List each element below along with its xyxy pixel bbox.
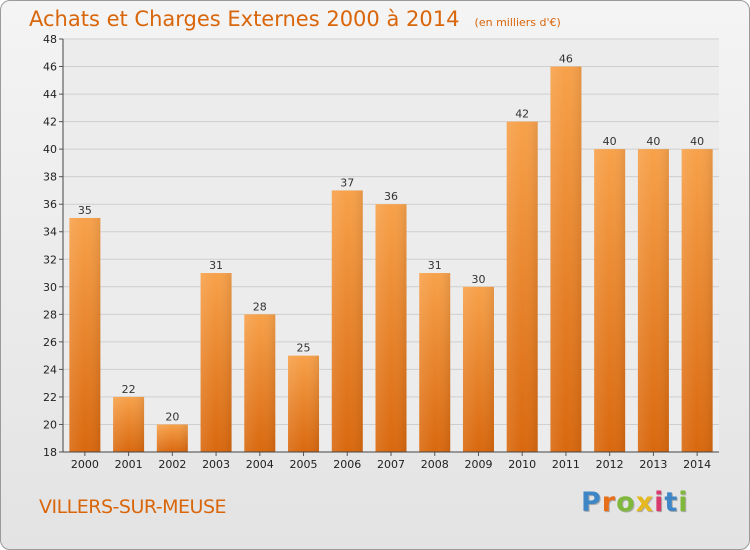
y-tick-label: 24 [43,363,57,376]
bar-value-label: 28 [253,300,267,313]
y-tick-label: 48 [43,33,57,46]
bars [69,66,713,453]
y-tick-label: 28 [43,308,57,321]
bar-value-label: 37 [340,176,354,189]
y-tick-label: 42 [43,116,57,129]
y-tick-label: 36 [43,198,57,211]
logo-letter: o [616,487,636,518]
bar-shine [69,217,101,452]
y-tick-label: 20 [43,418,57,431]
y-tick-label: 46 [43,61,57,74]
bar-shine [637,149,669,452]
bar-shine [375,204,407,452]
x-tick-label: 2014 [683,458,711,471]
labels: 18 20 22 24 26 28 30 32 34 36 38 40 42 44 46 48 35 2000 22… [43,33,711,471]
bar-value-label: 31 [428,259,442,272]
y-tick-label: 40 [43,143,57,156]
x-tick-label: 2007 [377,458,405,471]
x-tick-label: 2005 [290,458,318,471]
bar-shine [594,149,626,452]
logo-letter: x [635,487,655,518]
x-tick-label: 2008 [421,458,449,471]
bar-value-label: 20 [165,410,179,423]
x-tick-label: 2003 [202,458,230,471]
bar-value-label: 35 [78,204,92,217]
bar-shine [156,424,188,452]
bar-value-label: 46 [559,53,573,66]
x-tick-label: 2000 [71,458,99,471]
bar-shine [462,286,494,452]
logo-letter: i [654,487,665,518]
logo-letter: r [601,487,617,518]
y-tick-label: 22 [43,391,57,404]
y-tick-label: 18 [43,446,57,459]
y-tick-label: 44 [43,88,57,101]
chart-title: Achats et Charges Externes 2000 à 2014 [29,7,460,31]
axes [59,38,719,456]
y-tick-label: 34 [43,226,57,239]
x-tick-label: 2009 [464,458,492,471]
logo-letter: P [581,487,602,518]
bar-shine [200,273,232,452]
bar-shine [288,355,320,452]
logo-letter: i [678,487,689,518]
logo-letter: t [664,487,679,518]
bar-value-label: 40 [690,135,704,148]
x-tick-label: 2004 [246,458,274,471]
bar-shine [681,149,713,452]
bar-value-label: 31 [209,259,223,272]
proxiti-logo: Proxiti [581,487,689,518]
x-tick-label: 2011 [552,458,580,471]
bar-shine [506,121,538,452]
x-tick-label: 2001 [115,458,143,471]
x-tick-label: 2012 [596,458,624,471]
bar-value-label: 40 [603,135,617,148]
x-tick-label: 2010 [508,458,536,471]
title-line: Achats et Charges Externes 2000 à 2014 (… [29,7,561,31]
bar-value-label: 36 [384,190,398,203]
x-tick-label: 2002 [158,458,186,471]
bar-shine [113,396,145,452]
x-tick-label: 2006 [333,458,361,471]
bar-value-label: 40 [646,135,660,148]
y-tick-label: 32 [43,253,57,266]
y-tick-label: 30 [43,281,57,294]
bar-shine [244,314,276,452]
commune-name: VILLERS-SUR-MEUSE [39,496,227,518]
bar-shine [331,190,363,452]
bar-shine [419,273,451,452]
chart-subtitle: (en milliers d'€) [474,16,561,29]
bar-shine [550,66,582,453]
y-tick-label: 38 [43,171,57,184]
x-tick-label: 2013 [639,458,667,471]
bar-value-label: 25 [297,342,311,355]
bar-value-label: 30 [471,273,485,286]
bar-value-label: 42 [515,108,529,121]
y-tick-label: 26 [43,336,57,349]
bar-value-label: 22 [122,383,136,396]
